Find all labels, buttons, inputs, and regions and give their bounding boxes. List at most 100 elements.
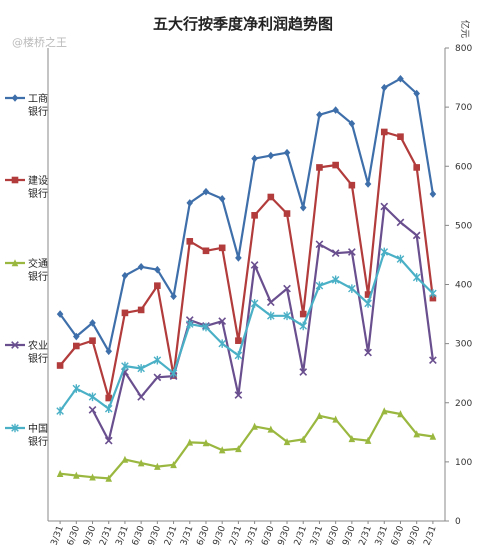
x-tick-label: 12/31	[420, 525, 438, 545]
legend-label: 中国	[28, 422, 48, 435]
data-point	[380, 128, 388, 136]
data-point	[332, 161, 339, 169]
y-tick-label: 600	[455, 162, 472, 172]
data-point	[202, 187, 210, 196]
data-point	[348, 284, 356, 293]
data-point	[396, 254, 405, 264]
data-point	[11, 423, 19, 433]
data-point	[332, 106, 339, 114]
data-point	[235, 337, 242, 344]
unit-label: 亿元	[459, 20, 471, 38]
data-point	[429, 432, 437, 440]
data-point	[170, 461, 177, 469]
data-point	[11, 341, 19, 349]
data-point	[412, 273, 421, 282]
x-tick-label: 3/31	[179, 525, 195, 545]
data-point	[202, 322, 210, 332]
y-tick-label: 500	[455, 221, 472, 231]
data-point	[56, 362, 64, 369]
data-point	[235, 445, 242, 453]
data-point	[88, 392, 97, 402]
x-tick-label: 6/30	[66, 524, 82, 545]
data-point	[412, 231, 421, 240]
data-point	[137, 306, 145, 314]
data-point	[397, 410, 404, 418]
data-point	[364, 180, 372, 188]
data-point	[315, 281, 324, 290]
data-point	[299, 203, 307, 212]
data-point	[251, 422, 258, 430]
data-point	[331, 249, 340, 258]
data-point	[121, 455, 129, 463]
data-point	[267, 193, 275, 201]
legend-label: 银行	[28, 352, 48, 365]
data-point	[283, 148, 291, 157]
data-point	[121, 271, 129, 280]
x-tick-label: 6/30	[325, 524, 341, 545]
data-point	[56, 310, 64, 318]
data-point	[364, 348, 372, 357]
data-point	[251, 212, 258, 219]
y-tick-label: 200	[455, 399, 472, 409]
data-point	[413, 89, 420, 98]
series-line	[59, 250, 434, 412]
data-point	[73, 342, 80, 350]
data-point	[429, 294, 437, 302]
data-point	[316, 411, 323, 420]
x-tick-label: 12/31	[226, 525, 244, 545]
x-tick-label: 3/31	[50, 525, 66, 545]
data-point	[283, 210, 291, 217]
data-point	[331, 275, 340, 285]
data-point	[170, 292, 177, 301]
x-tick-label: 6/30	[260, 524, 276, 545]
data-point	[11, 259, 19, 267]
series-line	[91, 205, 434, 442]
data-point	[396, 218, 405, 227]
x-tick-label: 9/30	[212, 524, 228, 545]
data-point	[72, 384, 81, 393]
data-point	[137, 459, 145, 467]
legend-label: 银行	[28, 435, 48, 448]
data-point	[186, 438, 194, 446]
series-0	[56, 74, 437, 356]
data-point	[250, 299, 259, 308]
data-point	[348, 181, 356, 189]
data-point	[283, 311, 291, 321]
data-point	[202, 439, 210, 447]
data-point	[137, 262, 145, 271]
y-tick-label: 800	[455, 44, 472, 54]
data-point	[169, 368, 178, 378]
x-tick-label: 6/30	[195, 524, 211, 545]
data-point	[267, 425, 275, 433]
data-point	[218, 339, 226, 348]
x-tick-label: 6/30	[390, 524, 406, 545]
data-point	[89, 337, 96, 344]
data-point	[153, 373, 162, 382]
data-point	[429, 289, 437, 298]
x-tick-label: 3/31	[374, 525, 390, 545]
series-2	[56, 407, 437, 482]
data-point	[267, 311, 275, 321]
x-tick-label: 9/30	[406, 524, 422, 545]
data-point	[153, 355, 162, 365]
data-point	[104, 404, 113, 413]
x-tick-label: 12/31	[356, 525, 374, 545]
x-tick-label: 3/31	[114, 525, 130, 545]
data-point	[413, 430, 420, 438]
data-point	[364, 436, 372, 444]
data-point	[348, 435, 356, 443]
x-tick-label: 12/31	[96, 525, 114, 545]
data-point	[250, 261, 259, 269]
data-point	[56, 406, 64, 416]
data-point	[267, 151, 275, 160]
data-point	[105, 394, 113, 402]
data-point	[218, 446, 226, 454]
series-layer	[56, 74, 437, 482]
legend-label: 银行	[28, 105, 48, 118]
data-point	[185, 319, 194, 329]
x-tick-label: 3/31	[309, 525, 325, 545]
